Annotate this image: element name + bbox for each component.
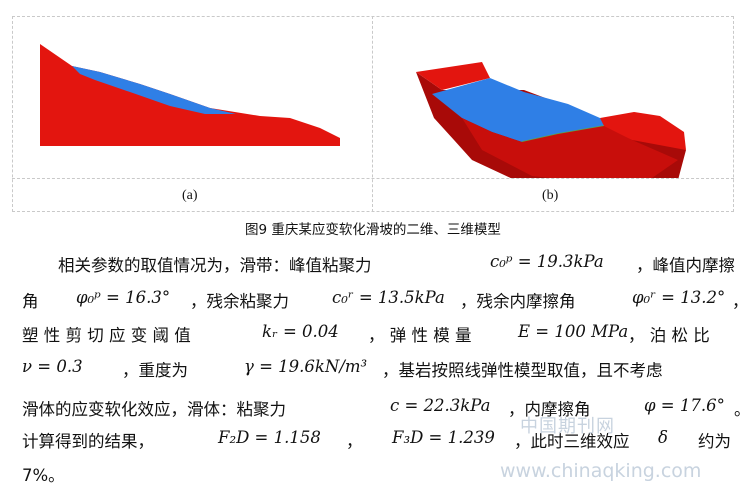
text: 7%。 [22, 466, 65, 485]
math: c = 22.3kPa [390, 396, 491, 415]
text: 滑体的应变软化效应，滑体：粘聚力 [22, 400, 286, 419]
figure-divider-horizontal [12, 178, 734, 179]
figure-caption: 图9 重庆某应变软化滑坡的二维、三维模型 [245, 222, 501, 238]
text: 计算得到的结果， [22, 432, 154, 451]
math: φ₀ᵖ = 16.3° [76, 288, 171, 307]
para-line-7: 7%。 [22, 462, 742, 485]
figure-divider-vertical [372, 16, 373, 212]
text: ， 泊 松 比 [628, 326, 710, 345]
text: ，此时三维效应 [514, 432, 630, 451]
bedrock-2d [40, 44, 340, 146]
text: ，基岩按照线弹性模型取值，且不考虑 [382, 361, 663, 380]
math: kᵣ = 0.04 [262, 322, 339, 341]
text: 相关参数的取值情况为，滑带：峰值粘聚力 [58, 256, 372, 275]
math: γ = 19.6kN/m³ [244, 357, 368, 376]
math: c₀ʳ = 13.5kPa [332, 288, 445, 307]
para-line-5: 滑体的应变软化效应，滑体：粘聚力 c = 22.3kPa ，内摩擦角 φ = 1… [22, 396, 746, 420]
text: ， 弹 性 模 量 [368, 326, 472, 345]
text: ，残余内摩擦角 [460, 292, 576, 311]
text: ， [732, 288, 746, 312]
bedrock-3d-left-top [416, 62, 490, 90]
para-line-4: ν = 0.3 ，重度为 γ = 19.6kN/m³ ，基岩按照线弹性模型取值，… [22, 357, 742, 381]
para-line-1: 相关参数的取值情况为，滑带：峰值粘聚力 c₀ᵖ = 19.3kPa ，峰值内摩擦 [22, 252, 742, 276]
math: φ = 17.6° [644, 396, 725, 415]
watermark-top: 中国期刊网 [520, 416, 615, 437]
math: φ₀ʳ = 13.2° [632, 288, 726, 307]
math: ν = 0.3 [22, 357, 83, 376]
bedrock-3d-lower [462, 118, 678, 178]
text: 。 [734, 396, 746, 420]
para-line-6: 计算得到的结果， F₂D = 1.158 ， F₃D = 1.239 ，此时三维… [22, 428, 742, 452]
text: ，峰值内摩擦 [636, 256, 735, 275]
math: c₀ᵖ = 19.3kPa [490, 252, 604, 271]
math: F₃D = 1.239 [392, 428, 495, 447]
subfigure-label-a: (a) [182, 188, 198, 203]
figure-frame [12, 16, 734, 212]
subfigure-label-b: (b) [542, 188, 559, 203]
watermark-bottom: www.chinaqking.com [500, 460, 702, 482]
math: δ [658, 428, 668, 447]
slip-mass-3d [432, 78, 604, 142]
text: 塑 性 剪 切 应 变 阈 值 [22, 326, 191, 345]
text: ，内摩擦角 [508, 400, 591, 419]
text: 约为 [698, 432, 731, 451]
math: E = 100 MPa [518, 322, 629, 341]
math: F₂D = 1.158 [218, 428, 321, 447]
bedrock-3d-top [600, 112, 686, 150]
slip-mass-2d [72, 66, 236, 114]
para-line-3: 塑 性 剪 切 应 变 阈 值 kᵣ = 0.04 ， 弹 性 模 量 E = … [22, 322, 742, 346]
model-2d [40, 44, 340, 146]
para-line-2: 角 φ₀ᵖ = 16.3° ，残余粘聚力 c₀ʳ = 13.5kPa ，残余内摩… [22, 288, 746, 312]
text: ，重度为 [122, 361, 188, 380]
model-3d [416, 62, 686, 178]
text: ， [346, 432, 363, 451]
text: 角 [22, 292, 39, 311]
text: ，残余粘聚力 [190, 292, 289, 311]
